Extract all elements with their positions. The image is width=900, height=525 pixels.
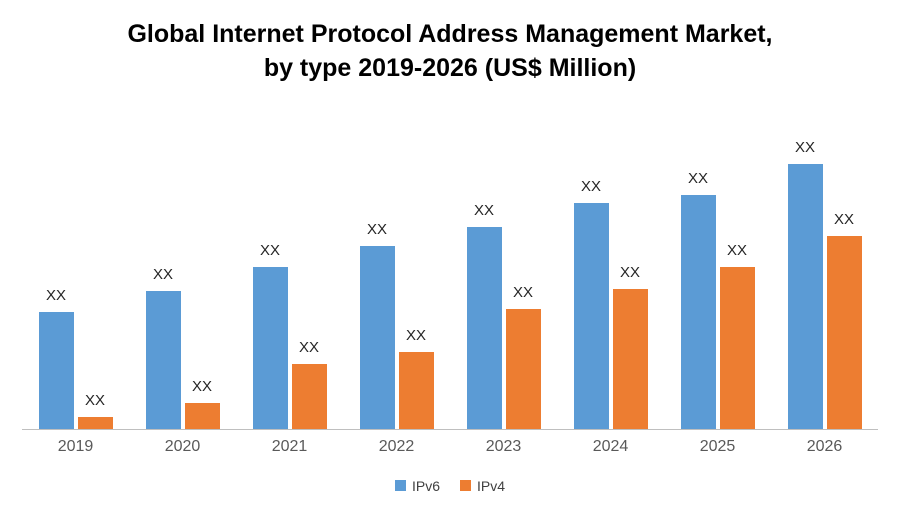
bar-group-2021: XX XX [251, 100, 329, 429]
bar-ipv6-2024: XX [573, 178, 609, 429]
data-label-ipv4-2019: XX [84, 391, 106, 409]
data-label-ipv6-2019: XX [45, 286, 67, 304]
bar-ipv4-2023: XX [505, 284, 541, 429]
x-tick-label-2026: 2026 [806, 437, 843, 455]
bar-group-2024: XX XX [572, 100, 650, 429]
data-label-ipv6-2024: XX [580, 178, 602, 196]
data-label-ipv6-2022: XX [366, 220, 388, 238]
bar-ipv6-2025: XX [680, 170, 716, 429]
ipv4-swatch-icon [460, 480, 471, 491]
ipv6-swatch-icon [394, 480, 406, 491]
bar-ipv6-2022: XX [359, 221, 395, 429]
data-label-ipv6-2021: XX [259, 241, 281, 259]
data-label-ipv4-2020: XX [191, 378, 213, 396]
x-tick-label-2019: 2019 [57, 437, 94, 455]
bar-ipv6-2021: XX [252, 242, 288, 429]
bar-group-2023: XX XX [465, 100, 543, 429]
bar-ipv6-2020: XX [145, 266, 181, 429]
x-tick-label-2025: 2025 [699, 437, 736, 455]
data-label-ipv4-2022: XX [405, 326, 427, 344]
x-tick-label-2020: 2020 [164, 437, 201, 455]
x-tick-label-2024: 2024 [592, 437, 629, 455]
bar-ipv4-2019: XX [77, 392, 113, 429]
bar-group-2020: XX XX [144, 100, 222, 429]
bar-ipv4-2021: XX [291, 339, 327, 429]
plot-area: XX XX XX XX XX XX XX XX XX XX XX XX XX XX XX XX [22, 100, 878, 430]
data-label-ipv4-2024: XX [619, 264, 641, 282]
chart-title: Global Internet Protocol Address Managem… [0, 0, 900, 86]
x-tick-label-2022: 2022 [378, 437, 415, 455]
x-axis: 2019 2020 2021 2022 2023 2024 2025 2026 [22, 430, 878, 456]
bar-group-2025: XX XX [679, 100, 757, 429]
legend-item-ipv6: IPv6 [394, 477, 440, 494]
data-label-ipv6-2023: XX [473, 202, 495, 220]
x-tick-label-2023: 2023 [485, 437, 522, 455]
legend-label-ipv6: IPv6 [411, 477, 440, 494]
bar-group-2026: XX XX [786, 100, 864, 429]
bar-ipv6-2023: XX [466, 202, 502, 429]
data-label-ipv6-2026: XX [794, 138, 816, 156]
legend: IPv6 IPv4 [0, 478, 900, 494]
data-label-ipv4-2025: XX [726, 241, 748, 259]
bar-group-2019: XX XX [37, 100, 115, 429]
bar-ipv4-2025: XX [719, 242, 755, 429]
bar-ipv4-2024: XX [612, 264, 648, 429]
bar-ipv6-2026: XX [787, 139, 823, 429]
legend-label-ipv4: IPv4 [477, 477, 506, 494]
legend-item-ipv4: IPv4 [460, 478, 505, 494]
data-label-ipv6-2020: XX [152, 265, 174, 283]
x-tick-label-2021: 2021 [271, 437, 308, 455]
data-label-ipv6-2025: XX [687, 170, 709, 188]
bar-ipv4-2026: XX [826, 211, 862, 429]
data-label-ipv4-2026: XX [833, 211, 855, 229]
data-label-ipv4-2021: XX [298, 338, 320, 356]
bar-group-2022: XX XX [358, 100, 436, 429]
chart-title-line2: by type 2019-2026 (US$ Million) [263, 53, 637, 82]
bar-ipv6-2019: XX [38, 287, 74, 429]
chart-title-line1: Global Internet Protocol Address Managem… [127, 20, 773, 48]
bar-ipv4-2022: XX [398, 327, 434, 429]
data-label-ipv4-2023: XX [512, 284, 534, 302]
bar-ipv4-2020: XX [184, 378, 220, 429]
